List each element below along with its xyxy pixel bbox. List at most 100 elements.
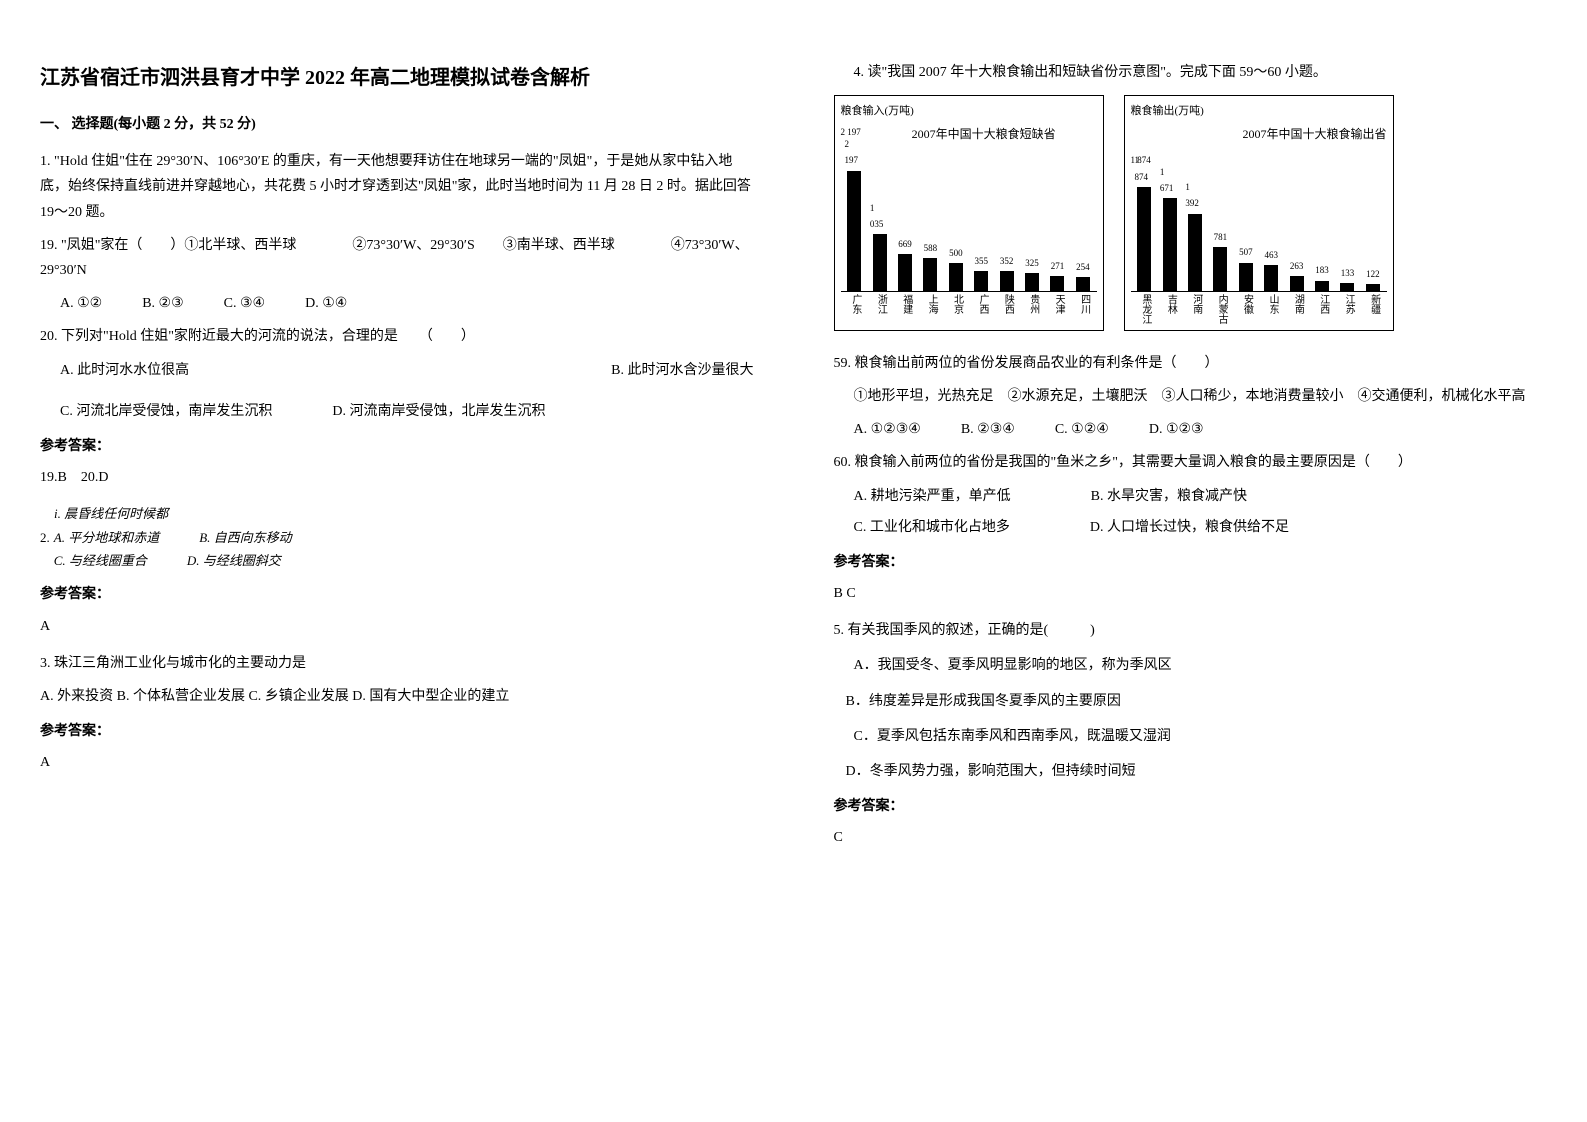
chart1-bars: 2 1971 035669588500355352325271254 [841, 152, 1097, 292]
opt-a: A. ①② [60, 291, 102, 316]
bar-item: 263 [1287, 258, 1306, 291]
bar-value: 122 [1366, 266, 1380, 282]
bar [949, 263, 963, 290]
bar-item: 1 392 [1185, 179, 1204, 291]
bar [1315, 281, 1329, 291]
answer-label: 参考答案： [834, 794, 1548, 819]
bar-item: 325 [1022, 255, 1041, 291]
x-label: 广西 [972, 294, 991, 324]
opt-d: D. 与经线圈斜交 [187, 549, 281, 572]
bar-item: 183 [1312, 262, 1331, 290]
bar-item: 2 197 [845, 136, 864, 290]
opt-c: C. ③④ [224, 291, 265, 316]
bar [1366, 284, 1380, 291]
bar [974, 271, 988, 290]
q1-answer: 19.B 20.D [40, 465, 754, 490]
opt-a: A. 此时河水水位很高 [60, 358, 189, 383]
bar-value: 507 [1239, 244, 1253, 260]
bar-item: 588 [921, 240, 940, 290]
answer-label: 参考答案： [40, 582, 754, 607]
x-label: 湖南 [1287, 294, 1306, 324]
opt-a: A. 耕地污染严重，单产低 [854, 484, 1011, 509]
q1-opts19: A. ①② B. ②③ C. ③④ D. ①④ [60, 291, 754, 316]
q3-text: 3. 珠江三角洲工业化与城市化的主要动力是 [40, 651, 754, 676]
chart-shortage: 粮食输入(万吨) 2 197 2007年中国十大粮食短缺省 2 1971 035… [834, 95, 1104, 331]
bar [1188, 214, 1202, 291]
chart2-bars: 1 8741 6711 392781507463263183133122 [1131, 168, 1387, 292]
opt-c: C. 与经线圈重合 [54, 549, 147, 572]
q2-prefix: 2. [40, 526, 50, 573]
chart1-xlabels: 广东浙江福建上海北京广西陕西贵州天津四川 [841, 292, 1097, 324]
q4-opts59: A. ①②③④ B. ②③④ C. ①②④ D. ①②③ [854, 417, 1548, 442]
bar-item: 1 874 [1135, 152, 1154, 290]
bar [1290, 276, 1304, 291]
x-label: 贵州 [1022, 294, 1041, 324]
chart2-title: 2007年中国十大粮食输出省 [1131, 124, 1387, 146]
bar-value: 588 [924, 240, 938, 256]
x-label: 北京 [946, 294, 965, 324]
q4-answer: B C [834, 581, 1548, 606]
question-1: 1. "Hold 住姐"住在 29°30′N、106°30′E 的重庆，有一天他… [40, 149, 754, 490]
bar [1239, 263, 1253, 291]
q4-sub59: 59. 粮食输出前两位的省份发展商品农业的有利条件是（ ） [834, 351, 1548, 376]
bar-value: 1 874 [1135, 152, 1154, 184]
bar-item: 133 [1338, 265, 1357, 291]
bar-value: 463 [1264, 247, 1278, 263]
opt-d: D. 河流南岸受侵蚀，北岸发生沉积 [332, 399, 545, 424]
q1-sub20: 20. 下列对"Hold 住姐"家附近最大的河流的说法，合理的是 （ ） [40, 324, 754, 349]
q3-opts: A. 外来投资 B. 个体私营企业发展 C. 乡镇企业发展 D. 国有大中型企业… [40, 684, 754, 709]
bar-item: 355 [972, 253, 991, 291]
bar [847, 171, 861, 291]
opt-d: D. ①④ [305, 291, 347, 316]
bar-item: 254 [1073, 259, 1092, 291]
opt-d: D. ①②③ [1149, 417, 1204, 442]
bar [873, 234, 887, 291]
x-label: 新疆 [1363, 294, 1382, 324]
bar-item: 122 [1363, 266, 1382, 291]
bar-value: 133 [1341, 265, 1355, 281]
chart2-ylabel: 粮食输出(万吨) [1131, 102, 1387, 122]
bar-item: 669 [895, 236, 914, 291]
question-2: i. 晨昏线任何时候都 2. A. 平分地球和赤道 B. 自西向东移动 C. 与… [40, 502, 754, 572]
bar [1163, 198, 1177, 291]
x-label: 江西 [1312, 294, 1331, 324]
bar [1264, 265, 1278, 291]
section-heading: 一、 选择题(每小题 2 分，共 52 分) [40, 112, 754, 137]
q4-text: 4. 读"我国 2007 年十大粮食输出和短缺省份示意图"。完成下面 59～60… [854, 60, 1548, 85]
q4-sub59-opts: ①地形平坦，光热充足 ②水源充足，土壤肥沃 ③人口稀少，本地消费量较小 ④交通便… [854, 384, 1548, 409]
x-label: 内蒙古 [1211, 294, 1230, 324]
bar-value: 1 671 [1160, 164, 1179, 196]
bar-item: 271 [1048, 258, 1067, 291]
charts: 粮食输入(万吨) 2 197 2007年中国十大粮食短缺省 2 1971 035… [834, 95, 1548, 331]
x-label: 陕西 [997, 294, 1016, 324]
opt-c: C. 河流北岸受侵蚀，南岸发生沉积 [60, 399, 272, 424]
bar-item: 352 [997, 253, 1016, 290]
q3-answer: A [40, 750, 754, 775]
opt-b: B. ②③④ [961, 417, 1015, 442]
bar-item: 500 [946, 245, 965, 290]
opt-b: B. 水旱灾害，粮食减产快 [1091, 484, 1247, 509]
bar-value: 263 [1290, 258, 1304, 274]
x-label: 吉林 [1160, 294, 1179, 324]
question-5: 5. 有关我国季风的叙述，正确的是( ) A．我国受冬、夏季风明显影响的地区，称… [834, 618, 1548, 850]
x-label: 浙江 [870, 294, 889, 324]
q2-line1: i. 晨昏线任何时候都 [54, 502, 754, 525]
opt-a: A．我国受冬、夏季风明显影响的地区，称为季风区 [854, 653, 1548, 678]
bar-item: 1 671 [1160, 164, 1179, 291]
x-label: 黑龙江 [1135, 294, 1154, 324]
bar-value: 669 [898, 236, 912, 252]
opt-b: B. ②③ [142, 291, 183, 316]
bar [1076, 277, 1090, 291]
x-label: 安徽 [1236, 294, 1255, 324]
opt-d: D. 人口增长过快，粮食供给不足 [1090, 515, 1289, 540]
right-column: 4. 读"我国 2007 年十大粮食输出和短缺省份示意图"。完成下面 59～60… [794, 0, 1587, 1122]
q2-answer: A [40, 614, 754, 639]
q4-opts60: A. 耕地污染严重，单产低 B. 水旱灾害，粮食减产快 C. 工业化和城市化占地… [854, 484, 1548, 540]
bar-item: 463 [1262, 247, 1281, 291]
x-label: 上海 [921, 294, 940, 324]
bar-item: 507 [1236, 244, 1255, 290]
opt-b: B. 此时河水含沙量很大 [611, 358, 753, 383]
answer-label: 参考答案： [40, 719, 754, 744]
chart-export: 粮食输出(万吨) 2007年中国十大粮食输出省 1 874 1 8741 671… [1124, 95, 1394, 331]
q5-answer: C [834, 825, 1548, 850]
